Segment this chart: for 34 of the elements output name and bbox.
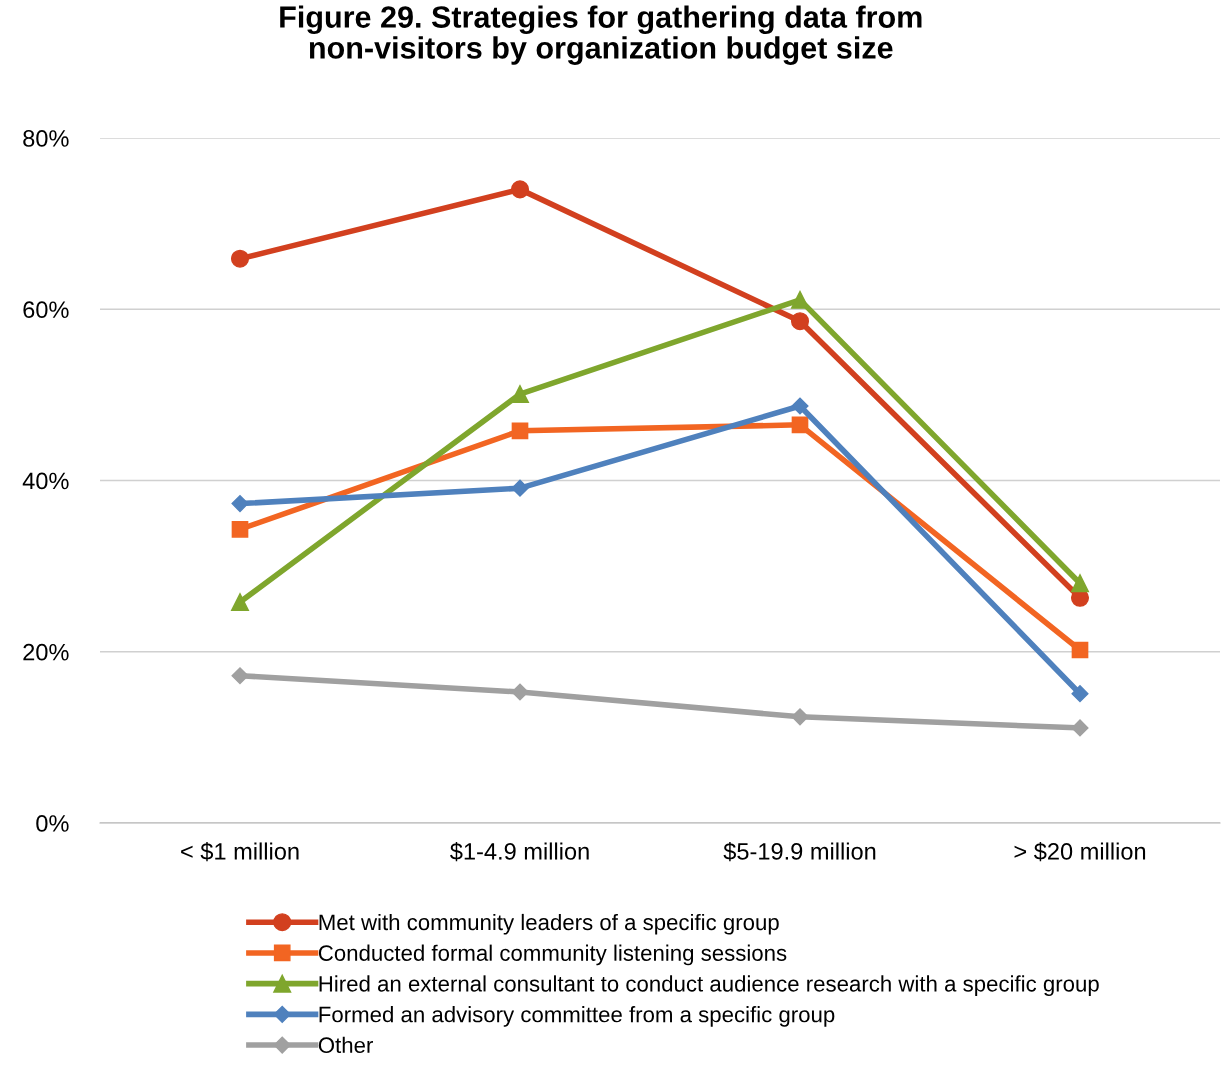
point xyxy=(231,495,249,513)
point xyxy=(511,479,529,497)
point xyxy=(511,683,529,701)
y-tick-label: 40% xyxy=(22,472,69,490)
point xyxy=(510,180,530,199)
x-tick-label: > $20 million xyxy=(1014,842,1146,862)
point xyxy=(1071,641,1089,659)
y-tick-label: 60% xyxy=(23,301,69,319)
y-tick-label: 0% xyxy=(36,815,69,832)
legend-label: Hired an external consultant to conduct audience research with a specific group xyxy=(319,975,1099,997)
y-tick-label: 20% xyxy=(23,643,69,661)
legend-label: Met with community leaders of a specific group xyxy=(319,913,779,935)
point xyxy=(1070,574,1090,593)
y-tick-label: 80% xyxy=(23,130,69,147)
x-tick-label: $1-4.9 million xyxy=(450,842,589,862)
point xyxy=(1071,719,1089,737)
point xyxy=(231,667,249,685)
point xyxy=(790,312,810,331)
point xyxy=(510,384,530,404)
legend-label: Conducted formal community listening sessions xyxy=(318,944,787,966)
legend-label: Formed an advisory committee from a specific group xyxy=(319,1006,835,1027)
point xyxy=(230,249,250,268)
point xyxy=(790,290,810,309)
x-tick-label: < $1 million xyxy=(181,842,299,862)
chart-title: Figure 29. Strategies for gathering data from non-visitors by organization budget size xyxy=(280,5,922,65)
legend-label: Other xyxy=(318,1036,373,1054)
point xyxy=(511,422,529,440)
x-tick-label: $5-19.9 million xyxy=(723,842,876,862)
point xyxy=(231,520,249,538)
point xyxy=(1071,685,1089,703)
point xyxy=(791,708,809,726)
point xyxy=(230,593,250,612)
point xyxy=(791,416,809,434)
point xyxy=(791,397,809,415)
